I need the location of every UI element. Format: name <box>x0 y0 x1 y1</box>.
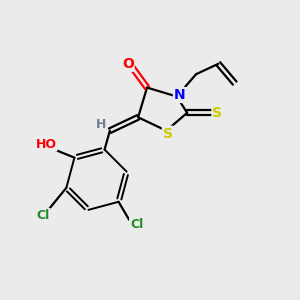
Text: Cl: Cl <box>130 218 143 231</box>
Text: S: S <box>212 106 223 120</box>
Text: S: S <box>163 127 173 141</box>
Text: HO: HO <box>35 138 56 151</box>
Text: N: N <box>174 88 185 102</box>
Text: Cl: Cl <box>36 209 50 222</box>
Text: H: H <box>96 118 107 131</box>
Text: O: O <box>122 57 134 71</box>
